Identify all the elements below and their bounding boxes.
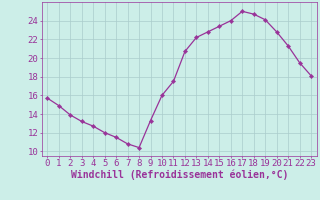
X-axis label: Windchill (Refroidissement éolien,°C): Windchill (Refroidissement éolien,°C) <box>70 170 288 180</box>
